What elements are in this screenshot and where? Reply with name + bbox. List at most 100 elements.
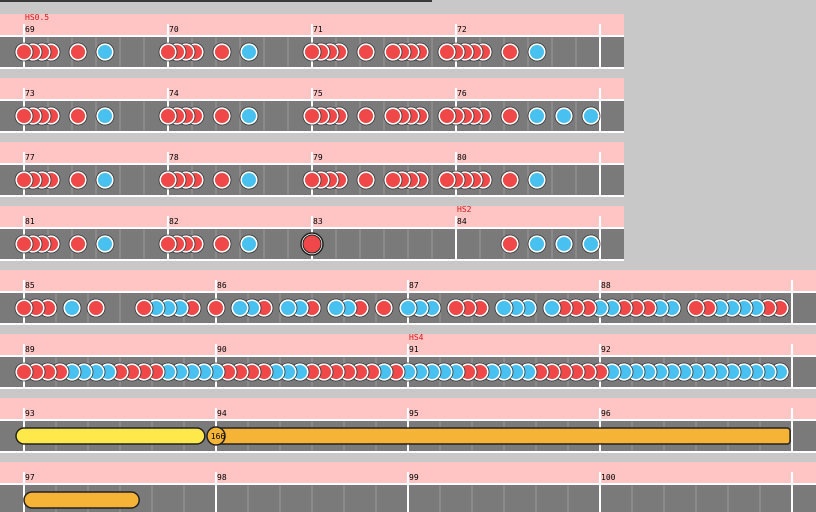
measure-number: 86 [217, 281, 227, 290]
note-outline [95, 234, 115, 254]
measure-number: 77 [25, 153, 35, 162]
note-outline [239, 234, 259, 254]
note-outline [95, 42, 115, 62]
measure-number: 90 [217, 345, 227, 354]
drumroll-bar [15, 427, 206, 445]
note-outline [374, 298, 394, 318]
don-note [135, 299, 153, 317]
measure-number: 83 [313, 217, 323, 226]
don-note [15, 171, 33, 189]
note-outline [356, 42, 376, 62]
note-outline [14, 362, 34, 382]
note-outline [68, 42, 88, 62]
don-note [501, 235, 519, 253]
don-note [213, 171, 231, 189]
measure-number: 94 [217, 409, 227, 418]
note-outline [500, 170, 520, 190]
ka-note [240, 43, 258, 61]
measure-number: 93 [25, 409, 35, 418]
note-outline [14, 234, 34, 254]
note-outline [62, 298, 82, 318]
don-note [15, 299, 33, 317]
note-outline [212, 42, 232, 62]
note-outline [554, 106, 574, 126]
ka-note [240, 235, 258, 253]
measure-number: 80 [457, 153, 467, 162]
note-outline [302, 42, 322, 62]
ka-note [528, 171, 546, 189]
ka-note [279, 299, 297, 317]
measure-number: 92 [601, 345, 611, 354]
scroll-speed-label: HS0.5 [25, 13, 49, 22]
don-note [384, 107, 402, 125]
note-outline [278, 298, 298, 318]
measure-number: 96 [601, 409, 611, 418]
don-note [159, 171, 177, 189]
ka-note [495, 299, 513, 317]
measure-number: 85 [25, 281, 35, 290]
note-outline [158, 234, 178, 254]
ka-note [231, 299, 249, 317]
ka-note [96, 171, 114, 189]
ka-note [96, 235, 114, 253]
ka-note [96, 107, 114, 125]
note-outline [239, 42, 259, 62]
note-outline [326, 298, 346, 318]
balloon-roll-bar [215, 427, 791, 445]
note-outline [527, 170, 547, 190]
note-outline [500, 106, 520, 126]
note-outline [527, 234, 547, 254]
measure-number: 81 [25, 217, 35, 226]
don-note [438, 107, 456, 125]
ka-note [543, 299, 561, 317]
don-note [159, 43, 177, 61]
note-outline [437, 106, 457, 126]
ka-note [327, 299, 345, 317]
note-outline [383, 42, 403, 62]
note-outline [356, 170, 376, 190]
balloon-hit-count: 166 [211, 432, 226, 441]
measure-number: 76 [457, 89, 467, 98]
don-note [15, 363, 33, 381]
measure-number: 95 [409, 409, 419, 418]
measure-number: 71 [313, 25, 323, 34]
ka-note [528, 107, 546, 125]
ka-note [528, 235, 546, 253]
note-outline [158, 170, 178, 190]
note-outline [542, 298, 562, 318]
don-note [69, 107, 87, 125]
don-note [15, 107, 33, 125]
scroll-speed-label: HS4 [409, 333, 424, 342]
don-note [15, 43, 33, 61]
don-note [69, 171, 87, 189]
ka-note [582, 107, 600, 125]
measure-number: 79 [313, 153, 323, 162]
don-note [303, 107, 321, 125]
don-note [357, 43, 375, 61]
big-don-note [302, 234, 322, 254]
don-note [501, 107, 519, 125]
ka-note [582, 235, 600, 253]
don-note [357, 171, 375, 189]
measure-number: 87 [409, 281, 419, 290]
don-note [501, 171, 519, 189]
measure-number: 99 [409, 473, 419, 482]
measure-number: 84 [457, 217, 467, 226]
note-outline [500, 42, 520, 62]
measure-number: 70 [169, 25, 179, 34]
measure-number: 88 [601, 281, 611, 290]
note-outline [437, 42, 457, 62]
note-outline [302, 170, 322, 190]
measure-number: 97 [25, 473, 35, 482]
don-note [303, 171, 321, 189]
don-note [213, 107, 231, 125]
measure-number: 74 [169, 89, 179, 98]
ka-note [63, 299, 81, 317]
don-note [687, 299, 705, 317]
don-note [447, 299, 465, 317]
measure-number: 69 [25, 25, 35, 34]
note-outline [500, 234, 520, 254]
don-note [159, 235, 177, 253]
note-outline [446, 298, 466, 318]
